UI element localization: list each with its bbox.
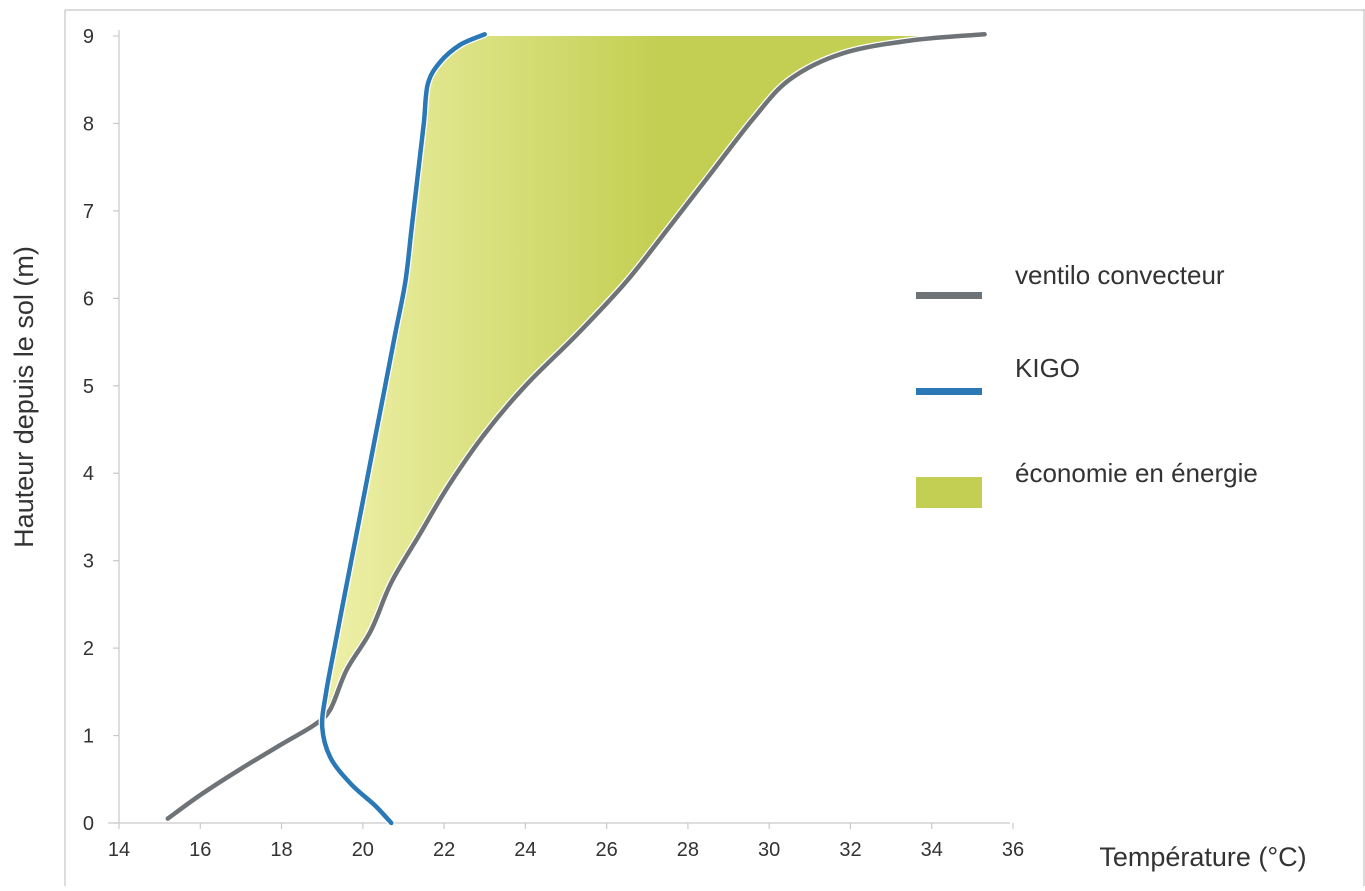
x-tick-label: 34	[921, 839, 943, 861]
legend: ventilo convecteur KIGO économie en éner…	[916, 260, 1258, 508]
legend-label-area: économie en énergie	[1015, 458, 1258, 488]
series-line-ventilo	[165, 32, 987, 821]
y-tick-label: 8	[83, 113, 94, 135]
x-tick-label: 28	[677, 839, 699, 861]
legend-label-kigo: KIGO	[1015, 353, 1080, 383]
x-tick-label: 18	[270, 839, 292, 861]
y-tick-label: 7	[83, 201, 94, 223]
y-tick-label: 2	[83, 638, 94, 660]
savings-area	[325, 34, 932, 719]
legend-swatch-kigo	[916, 388, 982, 395]
y-tick-label: 6	[83, 288, 94, 310]
legend-swatch-ventilo	[916, 292, 982, 299]
x-tick-label: 32	[839, 839, 861, 861]
x-tick-label: 24	[514, 839, 536, 861]
legend-label-ventilo: ventilo convecteur	[1015, 260, 1225, 290]
y-tick-label: 9	[83, 26, 94, 48]
x-tick-label: 30	[758, 839, 780, 861]
x-tick-label: 26	[596, 839, 618, 861]
y-tick-label: 3	[83, 551, 94, 573]
y-tick-label: 4	[83, 463, 94, 485]
x-tick-label: 14	[108, 839, 130, 861]
x-tick-label: 36	[1002, 839, 1024, 861]
x-tick-label: 20	[352, 839, 374, 861]
series-line-kigo	[319, 32, 487, 826]
y-tick-label: 5	[83, 376, 94, 398]
y-tick-label: 1	[83, 726, 94, 748]
legend-swatch-area	[916, 477, 982, 508]
x-tick-label: 22	[433, 839, 455, 861]
x-axis-title: Température (°C)	[1099, 842, 1306, 872]
y-tick-label: 0	[83, 813, 94, 835]
x-tick-label: 16	[189, 839, 211, 861]
y-axis-title: Hauteur depuis le sol (m)	[9, 246, 39, 548]
